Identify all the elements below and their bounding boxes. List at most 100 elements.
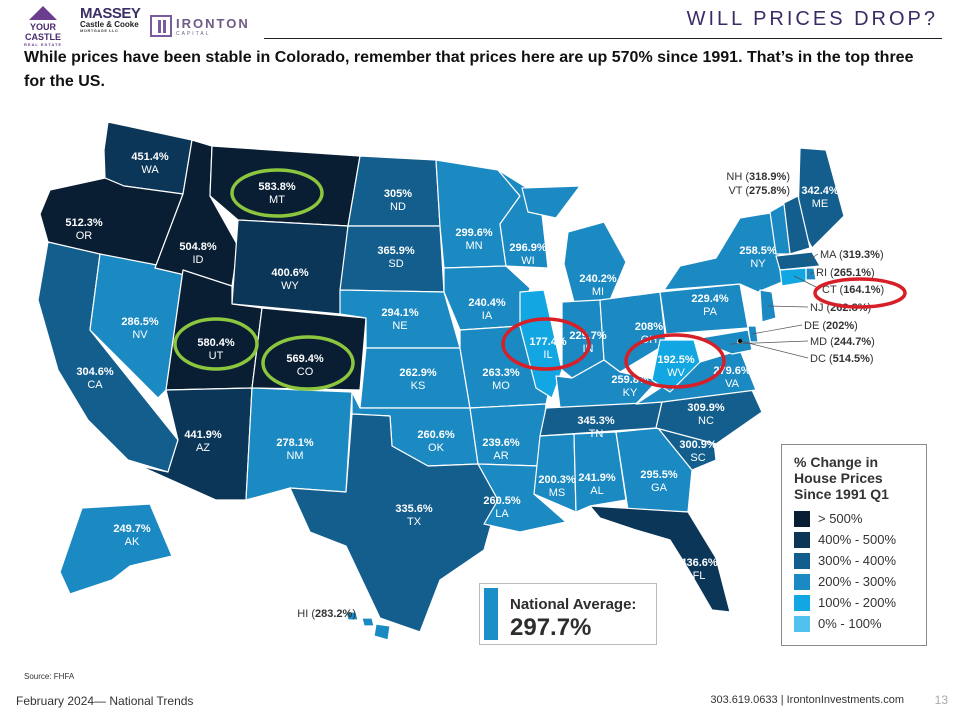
legend-items: > 500% 400% - 500% 300% - 400% 200% - 300% 1… [794,508,916,634]
highlight-circles [173,168,907,391]
legend-item: 0% - 100% [794,613,916,634]
state-value-sc: 300.9% [679,439,717,451]
leader-line-ri [809,271,815,275]
state-abbr-me: ME [812,198,829,210]
state-label-ct: CT (164.1%) [822,284,884,296]
state-value-me: 342.4% [801,185,839,197]
legend-swatch [794,552,810,569]
legend: % Change in House Prices Since 1991 Q1 >… [781,444,927,646]
state-abbr-tn: TN [589,428,604,440]
state-abbr-sd: SD [388,258,403,270]
castle-roof-icon [29,6,57,20]
state-abbr-ne: NE [392,320,407,332]
state-abbr-mn: MN [465,240,482,252]
massey-logo-text: MASSEY [80,5,141,22]
state-fl [589,505,731,613]
state-value-sd: 365.9% [377,245,415,257]
state-abbr-pa: PA [703,306,718,318]
national-average-label: National Average: [510,596,637,613]
state-abbr-la: LA [495,508,509,520]
state-value-ok: 260.6% [417,429,455,441]
ironton-mark-icon [150,15,172,37]
state-value-md: 244.7% [834,336,872,348]
state-oh [599,291,667,373]
legend-swatch [794,594,810,611]
state-abbr-ar: AR [493,450,508,462]
highlight-circle-mt [230,168,324,218]
state-value-ia: 240.4% [468,297,506,309]
state-value-il: 177.4% [529,336,567,348]
state-value-hi: 283.2% [315,608,353,620]
state-ri [805,267,817,281]
state-value-ma: 319.3% [843,249,881,261]
state-shapes [37,121,845,641]
state-value-ca: 304.6% [76,366,114,378]
massey-logo: MASSEY Castle & Cooke MORTGAGE LLC [80,6,142,46]
state-label-de: DE (202%) [804,320,858,332]
headline: While prices have been stable in Colorad… [24,49,914,90]
state-value-la: 260.5% [483,495,521,507]
title-divider [264,38,942,39]
state-value-oh: 208% [635,321,663,333]
national-average-bar [484,588,498,640]
leader-line-md [729,340,809,345]
state-label-dc: DC (514.5%) [810,353,874,365]
slide-title: WILL PRICES DROP? [686,8,938,30]
state-label-ri: RI (265.1%) [816,267,875,279]
state-wv [651,339,701,393]
legend-label: 400% - 500% [818,532,897,547]
state-labels: 451.4%WA 512.3%OR 304.6%CA 286.5%NV 504.8%ID… [65,151,884,620]
state-label-hi: HI (283.2%) [297,608,356,620]
state-value-nm: 278.1% [276,437,314,449]
state-value-ms: 200.3% [538,474,576,486]
state-ma [775,251,821,271]
state-abbr-wv: WV [667,367,685,379]
state-value-dc: 514.5% [833,353,871,365]
state-abbr-ut: UT [209,350,224,362]
page-number: 13 [934,693,948,707]
state-value-or: 512.3% [65,217,103,229]
leader-lines [729,253,821,359]
state-value-id: 504.8% [179,241,217,253]
leader-line-ct [793,275,821,290]
legend-swatch [794,510,810,527]
state-abbr-ok: OK [428,442,445,454]
state-abbr-ia: IA [482,310,493,322]
state-label-ma: MA (319.3%) [820,249,884,261]
state-value-ct: 164.1% [843,284,881,296]
state-value-fl: 436.6% [680,557,718,569]
state-abbr-nm: NM [286,450,303,462]
state-abbr-ak: AK [125,536,140,548]
highlight-circle-ct [813,277,907,309]
massey-logo-subtext-2: MORTGAGE LLC [80,28,119,33]
state-value-ks: 262.9% [399,367,437,379]
state-abbr-al: AL [590,485,603,497]
state-al [573,431,627,513]
state-value-mt: 583.8% [258,181,296,193]
state-value-ri: 265.1% [834,267,872,279]
state-hi [345,611,391,641]
leader-line-dc [739,340,809,359]
state-abbr-wi: WI [521,255,534,267]
state-value-mo: 263.3% [482,367,520,379]
your-castle-logo-subtext: REAL ESTATE [23,42,63,47]
your-castle-logo-text: YOUR CASTLE [25,22,61,42]
highlight-circle-ut [173,317,259,371]
state-value-vt: 275.8% [749,185,787,197]
state-abbr-il: IL [543,349,552,361]
state-value-pa: 229.4% [691,293,729,305]
state-value-wy: 400.6% [271,267,309,279]
state-ct [779,267,807,287]
state-abbr-nv: NV [132,329,148,341]
state-abbr-fl: FL [693,570,706,582]
state-abbr-ca: CA [87,379,103,391]
state-abbr-wy: WY [281,280,299,292]
state-value-ar: 239.6% [482,437,520,449]
state-value-de: 202% [826,320,854,332]
state-value-ga: 295.5% [640,469,678,481]
state-value-nh: 318.9% [749,171,787,183]
legend-item: 200% - 300% [794,571,916,592]
leader-line-nj [767,305,809,308]
state-ga [615,427,693,513]
